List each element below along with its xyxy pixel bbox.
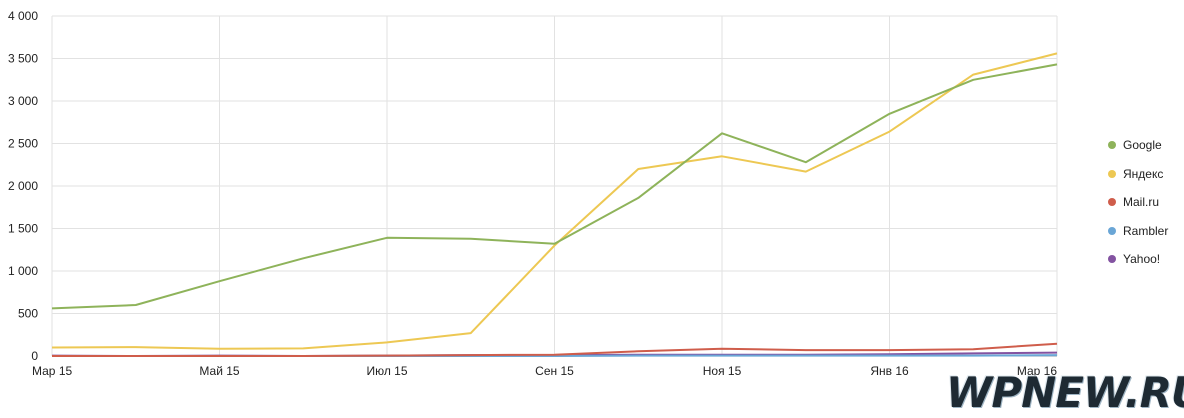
- x-tick-label: Янв 16: [870, 364, 909, 378]
- series-line-mail-ru: [52, 342, 1058, 357]
- y-tick-label: 3 500: [8, 52, 38, 66]
- y-tick-label: 2 500: [8, 137, 38, 151]
- series-lines: [51, 52, 1058, 357]
- legend-item[interactable]: Mail.ru: [1108, 188, 1168, 217]
- legend-label: Яндекс: [1123, 166, 1164, 181]
- legend-item[interactable]: Google: [1108, 131, 1168, 160]
- series-line-яндекс: [51, 52, 1058, 350]
- legend-item[interactable]: Rambler: [1108, 217, 1168, 246]
- y-axis-ticks: 0 500 1 000 1 500 2 000 2 500 3 000 3 500 4 000: [8, 9, 38, 363]
- legend-swatch: [1108, 169, 1116, 178]
- x-tick-label: Май 15: [199, 364, 240, 378]
- legend-label: Google: [1123, 138, 1162, 153]
- x-tick-label: Мар 15: [32, 364, 72, 378]
- legend-swatch: [1108, 141, 1116, 150]
- x-tick-label: Июл 15: [366, 364, 407, 378]
- y-tick-label: 1 000: [8, 264, 38, 278]
- legend-swatch: [1108, 255, 1116, 264]
- legend-swatch: [1108, 226, 1116, 235]
- legend-item[interactable]: Яндекс: [1108, 160, 1168, 189]
- chart-legend: Google Яндекс Mail.ru Rambler Yahoo!: [1108, 131, 1168, 274]
- x-axis-ticks: Мар 15 Май 15 Июл 15 Сен 15 Ноя 15 Янв 16 Мар …: [32, 364, 1057, 378]
- watermark-logo: WPNEW.RU: [946, 368, 1184, 417]
- x-tick-label: Ноя 15: [703, 364, 742, 378]
- legend-label: Rambler: [1123, 223, 1169, 238]
- legend-swatch: [1108, 198, 1116, 207]
- y-tick-label: 0: [31, 349, 38, 363]
- y-tick-label: 500: [18, 307, 38, 321]
- y-tick-label: 2 000: [8, 179, 38, 193]
- x-tick-label: Мар 16: [1017, 364, 1057, 378]
- x-tick-label: Сен 15: [535, 364, 574, 378]
- y-tick-label: 4 000: [8, 9, 38, 23]
- series-line-google: [51, 63, 1058, 310]
- y-tick-label: 1 500: [8, 222, 38, 236]
- y-tick-label: 3 000: [8, 94, 38, 108]
- legend-label: Yahoo!: [1123, 252, 1161, 267]
- legend-label: Mail.ru: [1123, 195, 1160, 210]
- chart-grid: [51, 15, 1058, 357]
- legend-item[interactable]: Yahoo!: [1108, 245, 1168, 274]
